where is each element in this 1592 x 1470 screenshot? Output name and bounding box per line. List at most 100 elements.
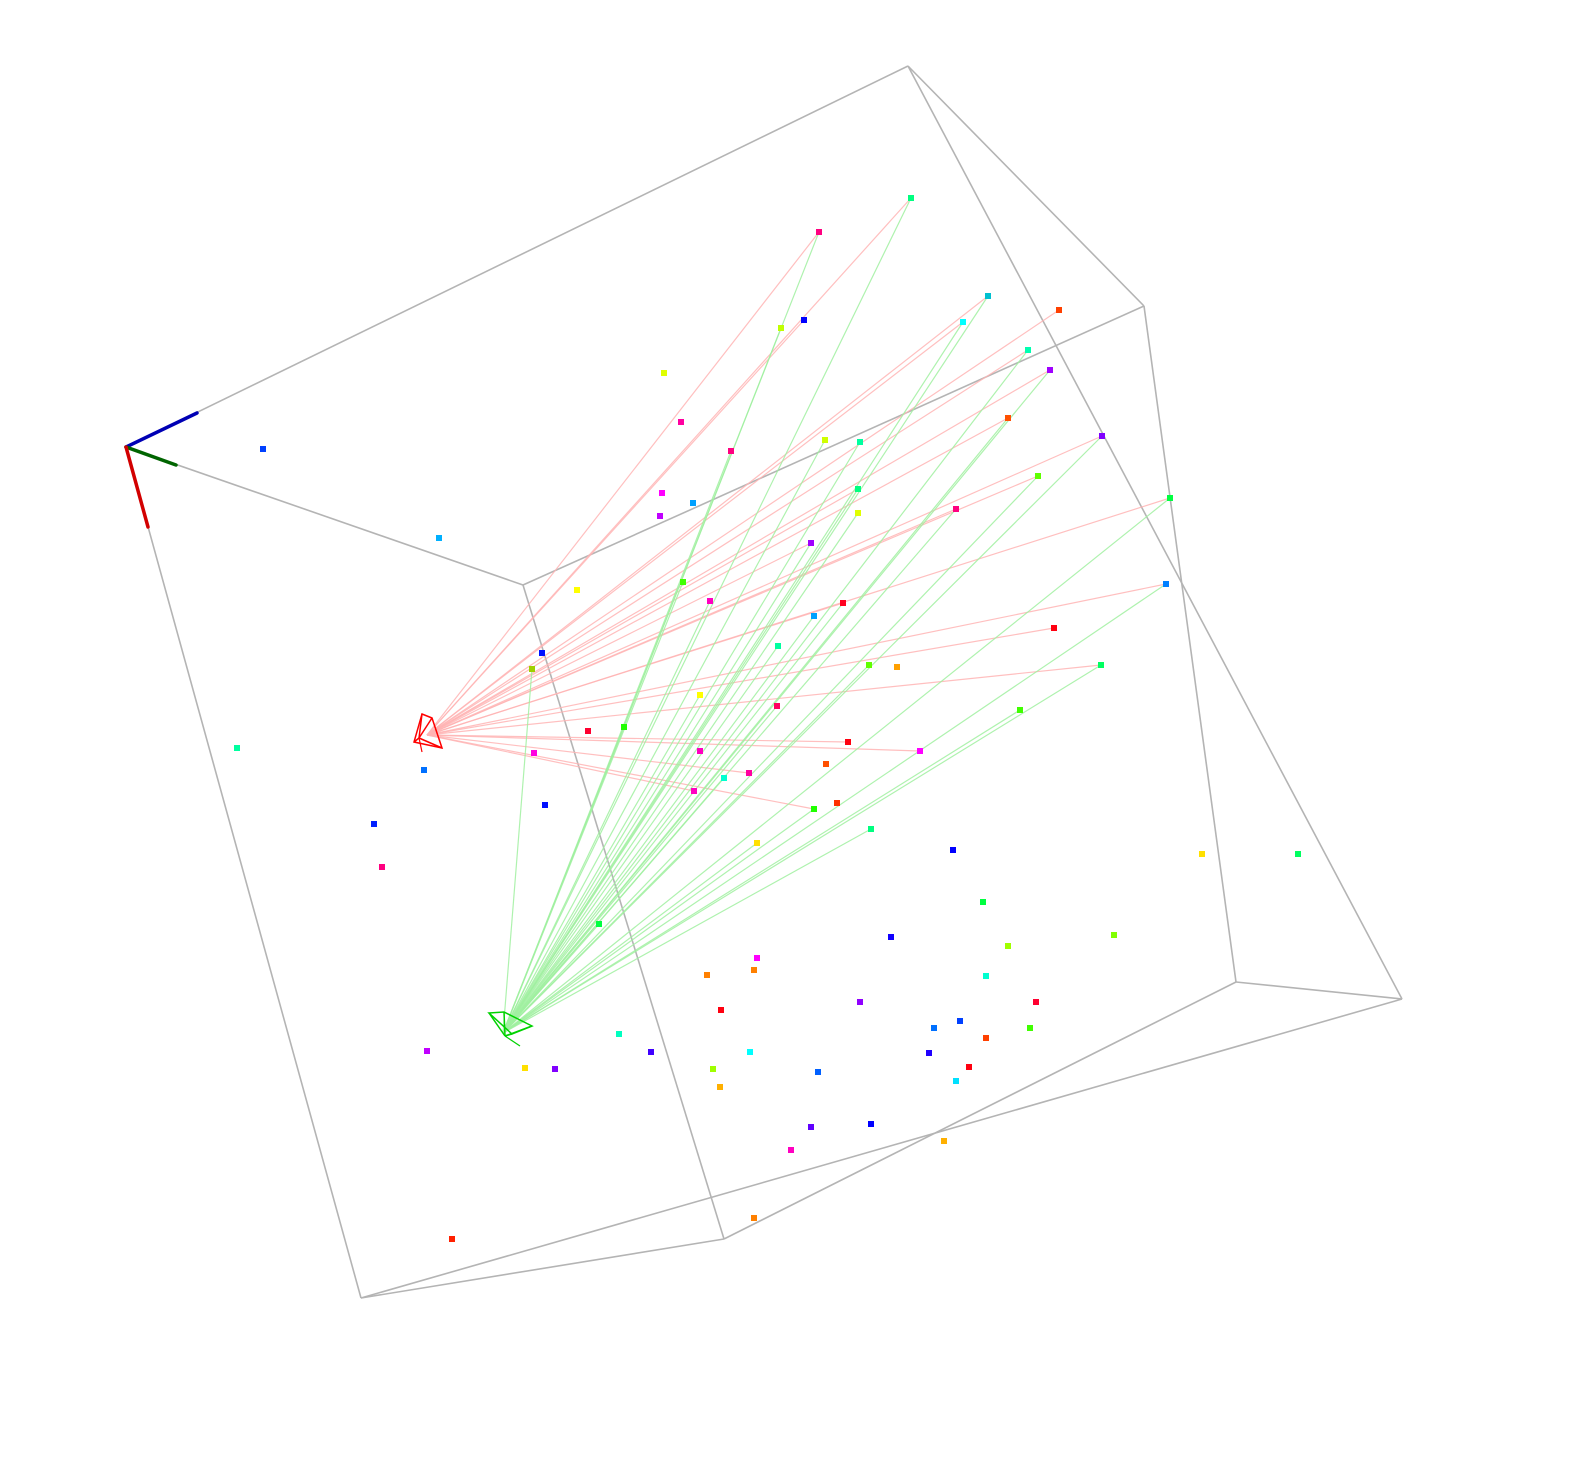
point-marker xyxy=(840,600,846,606)
camera-2-up-vector xyxy=(504,1035,521,1047)
point-marker xyxy=(857,439,863,445)
point-marker xyxy=(808,540,814,546)
point-marker xyxy=(718,1007,724,1013)
point-marker xyxy=(1035,473,1041,479)
camera-2-ray xyxy=(502,664,1102,1034)
camera-1-ray xyxy=(426,349,1029,736)
point-marker xyxy=(985,293,991,299)
axis-gizmo xyxy=(124,411,199,529)
point-marker xyxy=(260,446,266,452)
camera-2-ray xyxy=(502,808,815,1034)
point-marker xyxy=(379,864,385,870)
point-marker xyxy=(539,650,545,656)
camera-1-ray xyxy=(426,231,820,736)
box-edge xyxy=(1235,981,1403,1000)
point-marker xyxy=(1056,307,1062,313)
point-marker xyxy=(960,319,966,325)
point-marker xyxy=(823,761,829,767)
point-marker xyxy=(774,703,780,709)
point-marker xyxy=(931,1025,937,1031)
camera-1-ray xyxy=(426,435,1103,736)
box-edge xyxy=(907,65,1145,307)
camera-2-ray xyxy=(502,615,815,1034)
point-marker xyxy=(888,934,894,940)
camera-1-ray xyxy=(426,734,921,752)
point-marker xyxy=(678,419,684,425)
point-marker xyxy=(857,999,863,1005)
camera-1-ray xyxy=(426,321,964,736)
point-marker xyxy=(596,921,602,927)
camera-2-ray xyxy=(502,439,826,1034)
camera-2-ray xyxy=(502,197,912,1034)
point-marker xyxy=(941,1138,947,1144)
point-marker xyxy=(1033,999,1039,1005)
camera-1-ray xyxy=(426,664,1102,736)
camera-2-ray xyxy=(502,694,701,1034)
point-marker xyxy=(778,325,784,331)
point-marker xyxy=(868,826,874,832)
point-marker xyxy=(1027,1025,1033,1031)
camera-1-ray xyxy=(426,734,750,774)
point-marker xyxy=(1025,347,1031,353)
point-marker xyxy=(728,448,734,454)
camera-2-ray xyxy=(502,645,779,1034)
point-marker xyxy=(1005,943,1011,949)
point-marker xyxy=(926,1050,932,1056)
point-marker xyxy=(542,802,548,808)
camera-1-frustum xyxy=(413,712,444,750)
point-marker xyxy=(908,195,914,201)
point-marker xyxy=(717,1084,723,1090)
point-marker xyxy=(1017,707,1023,713)
point-marker xyxy=(953,1078,959,1084)
camera-2-ray xyxy=(502,828,872,1034)
point-marker xyxy=(957,1018,963,1024)
box-edge xyxy=(360,998,1403,1299)
point-marker xyxy=(710,1066,716,1072)
camera-2-ray xyxy=(502,600,711,1034)
point-marker xyxy=(449,1236,455,1242)
camera-2-ray xyxy=(502,512,859,1034)
camera-2-ray xyxy=(502,475,1039,1034)
camera-2-ray xyxy=(502,497,1171,1034)
point-marker xyxy=(980,899,986,905)
point-marker xyxy=(1047,367,1053,373)
point-marker xyxy=(1295,851,1301,857)
camera-2-ray xyxy=(502,441,861,1034)
camera-1-up-vector xyxy=(418,737,423,753)
camera-1-ray xyxy=(426,583,1167,736)
camera-2-ray xyxy=(502,369,1051,1034)
camera-1-ray xyxy=(426,488,859,736)
point-marker xyxy=(371,821,377,827)
point-marker xyxy=(1199,851,1205,857)
point-marker xyxy=(775,643,781,649)
point-marker xyxy=(983,973,989,979)
box-edge xyxy=(125,446,362,1299)
camera-2-frustum xyxy=(487,1011,534,1037)
point-marker xyxy=(585,728,591,734)
box-edge xyxy=(522,305,1145,586)
box-edge xyxy=(907,65,1403,1000)
camera-2-ray xyxy=(502,435,1103,1034)
camera-1-ray xyxy=(426,627,1055,736)
point-marker xyxy=(866,662,872,668)
camera-2-ray xyxy=(502,583,1167,1034)
box-edge xyxy=(1143,305,1237,983)
point-marker xyxy=(746,770,752,776)
point-marker xyxy=(834,800,840,806)
point-marker xyxy=(788,1147,794,1153)
point-marker xyxy=(808,1124,814,1130)
camera-1-ray xyxy=(426,602,844,736)
point-marker xyxy=(917,748,923,754)
camera-1-ray xyxy=(426,417,1009,736)
point-marker xyxy=(707,598,713,604)
camera-1-ray xyxy=(426,542,812,736)
camera-2-ray xyxy=(502,726,625,1034)
camera-1-ray xyxy=(426,369,1051,736)
camera-rays xyxy=(426,197,1171,1034)
point-marker xyxy=(697,692,703,698)
point-marker xyxy=(1098,662,1104,668)
point-cloud xyxy=(234,195,1301,1242)
point-marker xyxy=(1111,932,1117,938)
